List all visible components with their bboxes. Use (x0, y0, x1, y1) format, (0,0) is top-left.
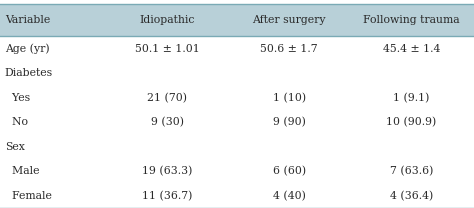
Text: Male: Male (5, 166, 39, 176)
Text: 50.6 ± 1.7: 50.6 ± 1.7 (260, 44, 318, 54)
Text: 6 (60): 6 (60) (273, 166, 306, 177)
Text: Following trauma: Following trauma (363, 15, 459, 25)
Text: Sex: Sex (5, 142, 25, 152)
Text: Variable: Variable (5, 15, 50, 25)
Text: 1 (9.1): 1 (9.1) (393, 93, 429, 103)
Text: Female: Female (5, 191, 52, 201)
Text: 45.4 ± 1.4: 45.4 ± 1.4 (383, 44, 440, 54)
Text: Age (yr): Age (yr) (5, 43, 49, 54)
Text: 9 (30): 9 (30) (151, 117, 183, 128)
Bar (0, 159, 474, 184)
Text: 10 (90.9): 10 (90.9) (386, 117, 437, 128)
Text: 7 (63.6): 7 (63.6) (390, 166, 433, 177)
Text: After surgery: After surgery (252, 15, 326, 25)
Bar (0, 135, 474, 159)
Bar (0, 110, 474, 135)
Text: 4 (40): 4 (40) (273, 191, 306, 201)
Text: 50.1 ± 1.01: 50.1 ± 1.01 (135, 44, 200, 54)
Text: 21 (70): 21 (70) (147, 93, 187, 103)
Bar (0, 61, 474, 85)
Text: Diabetes: Diabetes (5, 68, 53, 78)
Bar (0, 184, 474, 208)
Text: Yes: Yes (5, 93, 30, 103)
Text: 1 (10): 1 (10) (273, 93, 306, 103)
Text: 9 (90): 9 (90) (273, 117, 306, 128)
Bar (0, 85, 474, 110)
Text: 11 (36.7): 11 (36.7) (142, 191, 192, 201)
Bar (0, 36, 474, 61)
Text: 19 (63.3): 19 (63.3) (142, 166, 192, 177)
Bar (0, 4, 474, 36)
Text: No: No (5, 117, 28, 127)
Text: Idiopathic: Idiopathic (139, 15, 195, 25)
Text: 4 (36.4): 4 (36.4) (390, 191, 433, 201)
